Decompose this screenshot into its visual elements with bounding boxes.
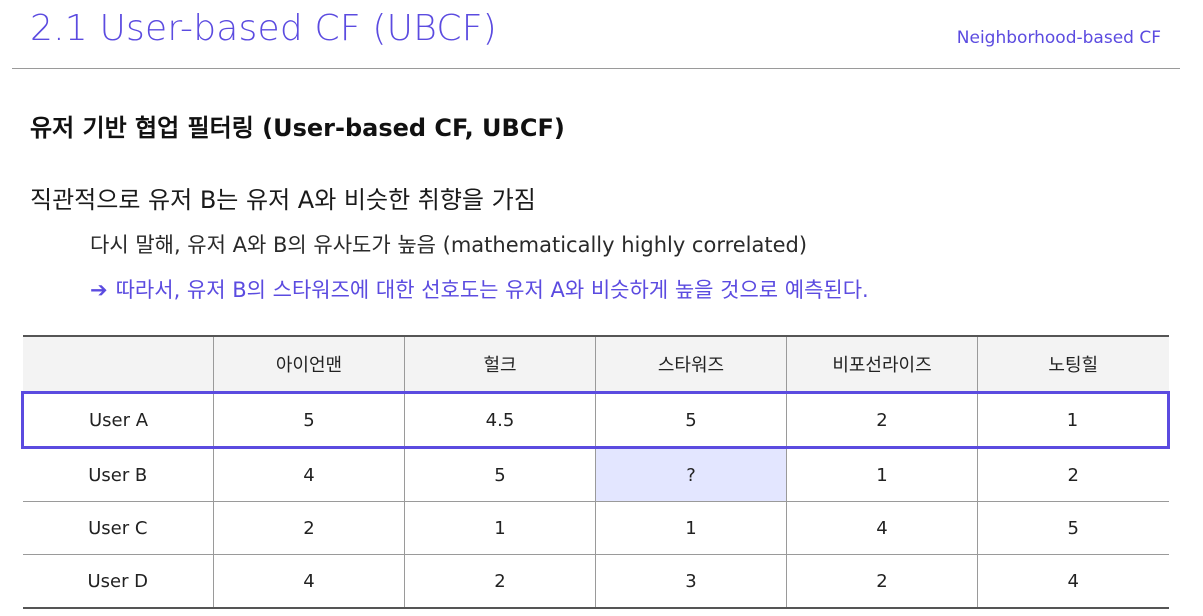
rating-cell: 1 <box>404 501 596 555</box>
column-header-user <box>22 336 214 393</box>
main-point: 직관적으로 유저 B는 유저 A와 비슷한 취향을 가짐 <box>30 186 536 214</box>
rating-cell: 3 <box>595 554 787 609</box>
rating-cell: 4.5 <box>404 391 596 449</box>
conclusion-text: 따라서, 유저 B의 스타워즈에 대한 선호도는 유저 A와 비슷하게 높을 것… <box>115 278 869 302</box>
column-header-movie: 스타워즈 <box>595 336 787 393</box>
unknown-rating-cell: ? <box>595 447 787 502</box>
arrow-right-icon: ➔ <box>90 278 108 302</box>
rating-table: 아이언맨 헐크 스타워즈 비포선라이즈 노팅힐 User A 5 4.5 5 2… <box>21 335 1170 609</box>
rating-cell: 4 <box>213 554 405 609</box>
table-header-row: 아이언맨 헐크 스타워즈 비포선라이즈 노팅힐 <box>22 336 1169 393</box>
rating-cell: 2 <box>404 554 596 609</box>
rating-cell: 2 <box>786 554 978 609</box>
column-header-movie: 노팅힐 <box>977 336 1169 393</box>
slide-subtitle: Neighborhood-based CF <box>956 28 1161 48</box>
column-header-movie: 아이언맨 <box>213 336 405 393</box>
header-divider <box>12 68 1180 69</box>
table-row-user-c: User C 2 1 1 4 5 <box>22 501 1169 555</box>
rating-cell: 5 <box>595 391 787 449</box>
sub-point: 다시 말해, 유저 A와 B의 유사도가 높음 (mathematically … <box>90 233 808 257</box>
user-label: User A <box>21 391 214 449</box>
user-label: User B <box>22 447 214 502</box>
user-label: User D <box>22 554 214 609</box>
column-header-movie: 비포선라이즈 <box>786 336 978 393</box>
rating-cell: 1 <box>595 501 787 555</box>
rating-cell: 4 <box>786 501 978 555</box>
rating-cell: 5 <box>404 447 596 502</box>
section-heading: 유저 기반 협업 필터링 (User-based CF, UBCF) <box>30 114 565 142</box>
table-row-user-b: User B 4 5 ? 1 2 <box>22 447 1169 502</box>
rating-cell: 1 <box>977 391 1170 449</box>
conclusion-point: ➔ 따라서, 유저 B의 스타워즈에 대한 선호도는 유저 A와 비슷하게 높을 … <box>90 274 869 304</box>
table-row-user-a: User A 5 4.5 5 2 1 <box>21 391 1170 449</box>
rating-cell: 5 <box>213 391 405 449</box>
rating-cell: 4 <box>977 554 1169 609</box>
column-header-movie: 헐크 <box>404 336 596 393</box>
rating-cell: 2 <box>786 391 978 449</box>
slide-title: 2.1 User-based CF (UBCF) <box>30 8 497 49</box>
rating-cell: 4 <box>213 447 405 502</box>
rating-cell: 2 <box>977 447 1169 502</box>
rating-cell: 5 <box>977 501 1169 555</box>
rating-cell: 2 <box>213 501 405 555</box>
table-row-user-d: User D 4 2 3 2 4 <box>22 554 1169 609</box>
user-label: User C <box>22 501 214 555</box>
rating-cell: 1 <box>786 447 978 502</box>
